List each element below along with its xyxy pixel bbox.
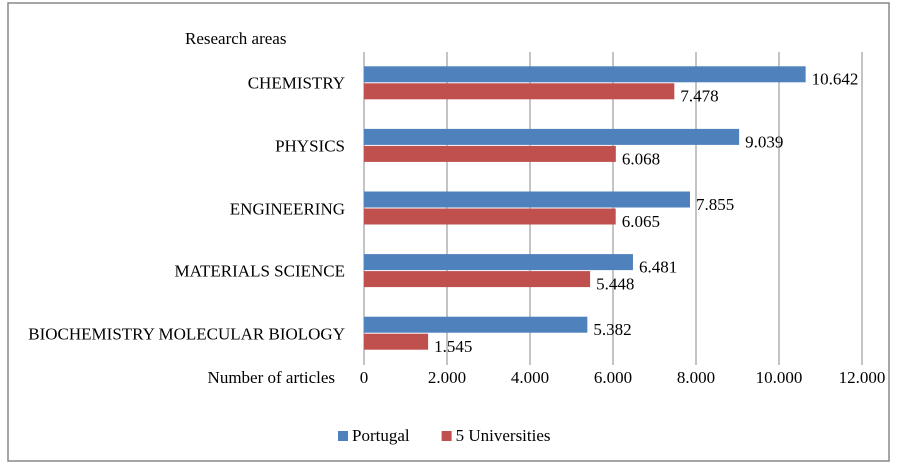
- data-label: 9.039: [745, 132, 783, 151]
- data-label: 6.068: [622, 149, 660, 168]
- category-text: CHEMISTRY: [247, 73, 345, 93]
- bar: [364, 83, 675, 100]
- legend-swatch: [441, 431, 452, 441]
- data-label: 5.448: [596, 275, 634, 294]
- bar: [364, 191, 690, 208]
- data-label: 5.382: [593, 320, 631, 339]
- legend-label: Portugal: [352, 426, 410, 445]
- category-text: ENGINEERING: [229, 199, 345, 218]
- x-tick-label: 10.000: [756, 368, 803, 387]
- category-text: BIOCHEMISTRY MOLECULAR BIOLOGY: [28, 324, 345, 344]
- x-tick-label: 2.000: [428, 368, 466, 387]
- data-label: 6.481: [639, 258, 677, 277]
- y-tick-label: ENGINEERING: [0, 198, 345, 219]
- data-label: 10.642: [812, 70, 859, 89]
- bar: [364, 128, 740, 145]
- legend-swatch: [338, 431, 348, 441]
- legend-label: 5 Universities: [456, 426, 551, 445]
- frame: [7, 2, 890, 462]
- x-tick-label: 6.000: [594, 368, 632, 387]
- bar: [364, 208, 616, 225]
- x-axis-label: Number of articles: [208, 368, 335, 387]
- x-tick-label: 4.000: [511, 368, 549, 387]
- bar: [364, 316, 588, 333]
- data-label: 6.065: [622, 212, 660, 231]
- bar: [364, 333, 429, 350]
- data-label: 1.545: [434, 337, 472, 356]
- bar: [364, 254, 633, 271]
- data-label: 7.478: [680, 87, 718, 106]
- y-tick-label: PHYSICS: [0, 135, 345, 156]
- x-tick-label: 0: [360, 368, 369, 387]
- x-tick-label: 8.000: [677, 368, 715, 387]
- bar: [364, 145, 616, 162]
- bar: [364, 66, 806, 83]
- category-text: MATERIALS SCIENCE: [174, 261, 345, 281]
- chart-title: Research areas: [185, 29, 286, 48]
- y-tick-label: MATERIALS SCIENCE: [0, 261, 345, 282]
- y-tick-label: CHEMISTRY: [0, 73, 345, 94]
- data-label: 7.855: [696, 195, 734, 214]
- y-tick-label: BIOCHEMISTRY MOLECULAR BIOLOGY: [0, 323, 345, 344]
- bar: [364, 271, 591, 288]
- x-tick-label: 12.000: [839, 368, 886, 387]
- category-text: PHYSICS: [275, 136, 345, 156]
